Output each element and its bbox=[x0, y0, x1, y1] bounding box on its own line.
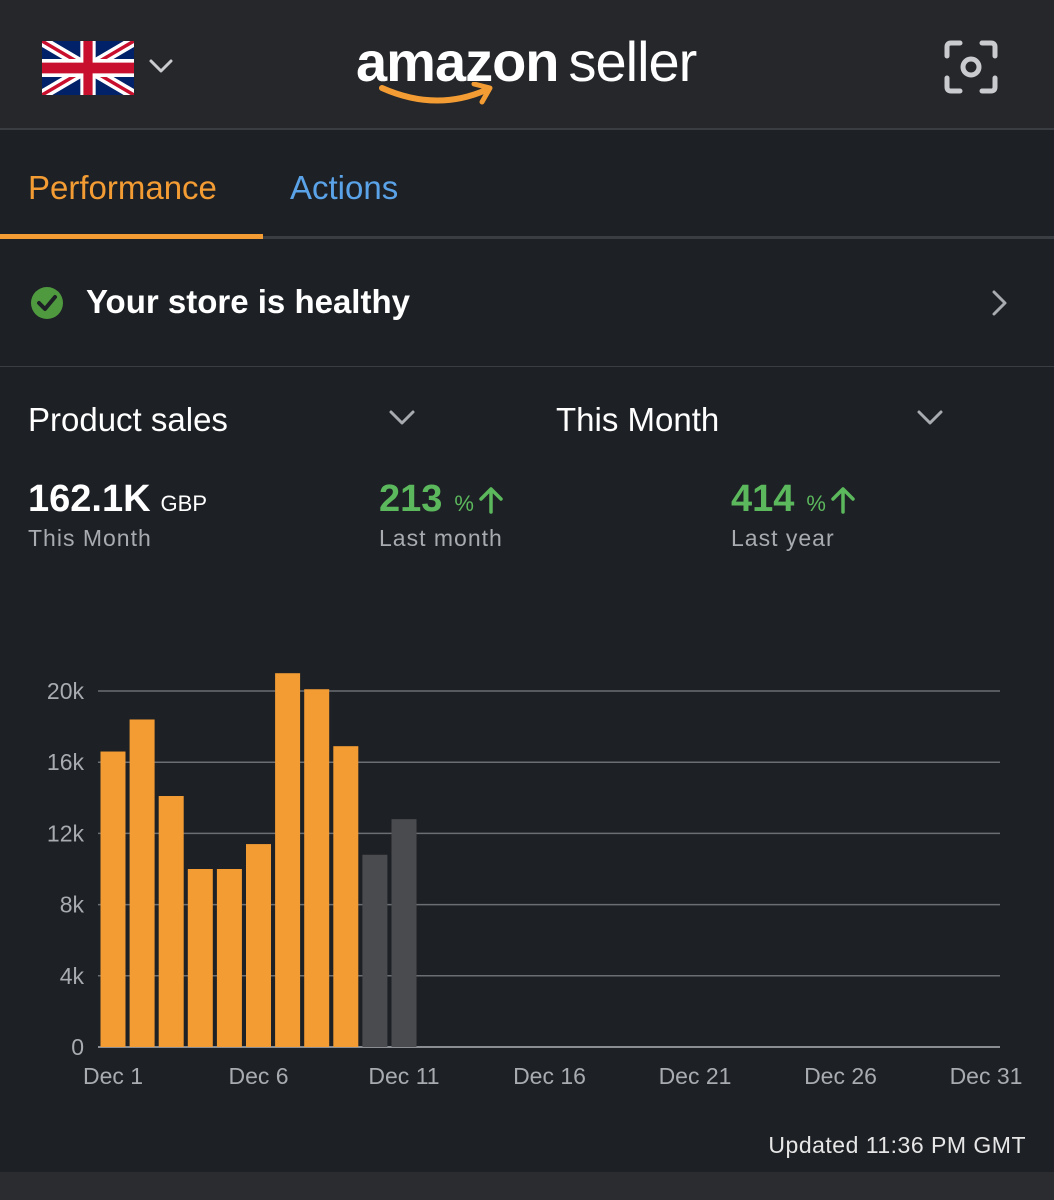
store-health-text: Your store is healthy bbox=[86, 283, 410, 320]
amazon-smile-icon bbox=[379, 82, 493, 105]
bar bbox=[333, 746, 359, 1047]
bar bbox=[100, 751, 126, 1047]
metric-selector[interactable]: Product sales bbox=[28, 401, 228, 438]
x-tick-label: Dec 11 bbox=[368, 1063, 439, 1089]
arrow-up-icon bbox=[479, 487, 503, 514]
arrow-up-icon bbox=[831, 487, 855, 514]
check-circle-icon bbox=[31, 287, 63, 319]
chevron-down-icon[interactable] bbox=[388, 408, 416, 428]
bar bbox=[362, 854, 388, 1047]
last-updated-text: Updated 11:36 PM GMT bbox=[768, 1132, 1026, 1158]
x-tick-label: Dec 26 bbox=[804, 1063, 877, 1089]
chevron-right-icon bbox=[992, 290, 1007, 316]
y-tick-label: 4k bbox=[60, 963, 85, 989]
bar bbox=[158, 796, 184, 1047]
y-tick-label: 20k bbox=[47, 678, 85, 704]
total-sales-value: 162.1K bbox=[28, 478, 151, 520]
tab-actions[interactable]: Actions bbox=[290, 169, 399, 206]
chevron-down-icon[interactable] bbox=[148, 57, 174, 75]
tab-bar: Performance Actions bbox=[0, 130, 1054, 242]
sales-bar-chart: 0 4k 8k 12k 16k 20k Dec 1 Dec 6 Dec 11 Dec 16 Dec … bbox=[47, 673, 1023, 1089]
period-selector[interactable]: This Month bbox=[556, 401, 720, 438]
chevron-down-icon[interactable] bbox=[916, 408, 944, 428]
last-month-change-stat: 213% bbox=[379, 476, 504, 522]
app-header: amazon seller bbox=[0, 0, 1054, 130]
x-tick-label: Dec 16 bbox=[513, 1063, 586, 1089]
currency-unit: GBP bbox=[160, 491, 208, 516]
y-tick-label: 0 bbox=[71, 1034, 84, 1060]
bar bbox=[216, 869, 242, 1047]
percent-unit: % bbox=[454, 491, 474, 516]
bottom-bar bbox=[0, 1172, 1054, 1200]
tab-divider bbox=[263, 236, 1054, 239]
last-year-label: Last year bbox=[731, 525, 835, 551]
total-sales-label: This Month bbox=[28, 525, 152, 551]
store-health-row[interactable]: Your store is healthy bbox=[0, 242, 1054, 367]
y-tick-label: 8k bbox=[60, 892, 85, 918]
last-year-change-value: 414 bbox=[731, 478, 795, 520]
bar bbox=[275, 673, 301, 1047]
bar bbox=[187, 869, 213, 1047]
x-tick-label: Dec 21 bbox=[659, 1063, 732, 1089]
percent-unit: % bbox=[806, 491, 826, 516]
x-tick-label: Dec 1 bbox=[83, 1063, 143, 1089]
bar bbox=[391, 819, 417, 1047]
active-tab-indicator bbox=[0, 234, 263, 239]
total-sales-stat: 162.1K GBP bbox=[28, 476, 207, 522]
bar bbox=[304, 689, 330, 1047]
uk-flag-icon[interactable] bbox=[42, 41, 134, 95]
y-tick-label: 16k bbox=[47, 749, 85, 775]
bar bbox=[246, 844, 271, 1047]
scan-icon[interactable] bbox=[944, 40, 998, 94]
tab-performance[interactable]: Performance bbox=[28, 169, 217, 206]
last-year-change-stat: 414% bbox=[731, 476, 856, 522]
logo-secondary-text: seller bbox=[568, 30, 698, 93]
last-month-change-value: 213 bbox=[379, 478, 443, 520]
x-tick-label: Dec 6 bbox=[228, 1063, 288, 1089]
bar bbox=[129, 719, 155, 1047]
amazon-seller-logo: amazon seller bbox=[356, 30, 706, 110]
last-month-label: Last month bbox=[379, 525, 503, 551]
y-tick-label: 12k bbox=[47, 820, 85, 846]
logo-primary-text: amazon bbox=[356, 30, 559, 93]
x-tick-label: Dec 31 bbox=[950, 1063, 1023, 1089]
